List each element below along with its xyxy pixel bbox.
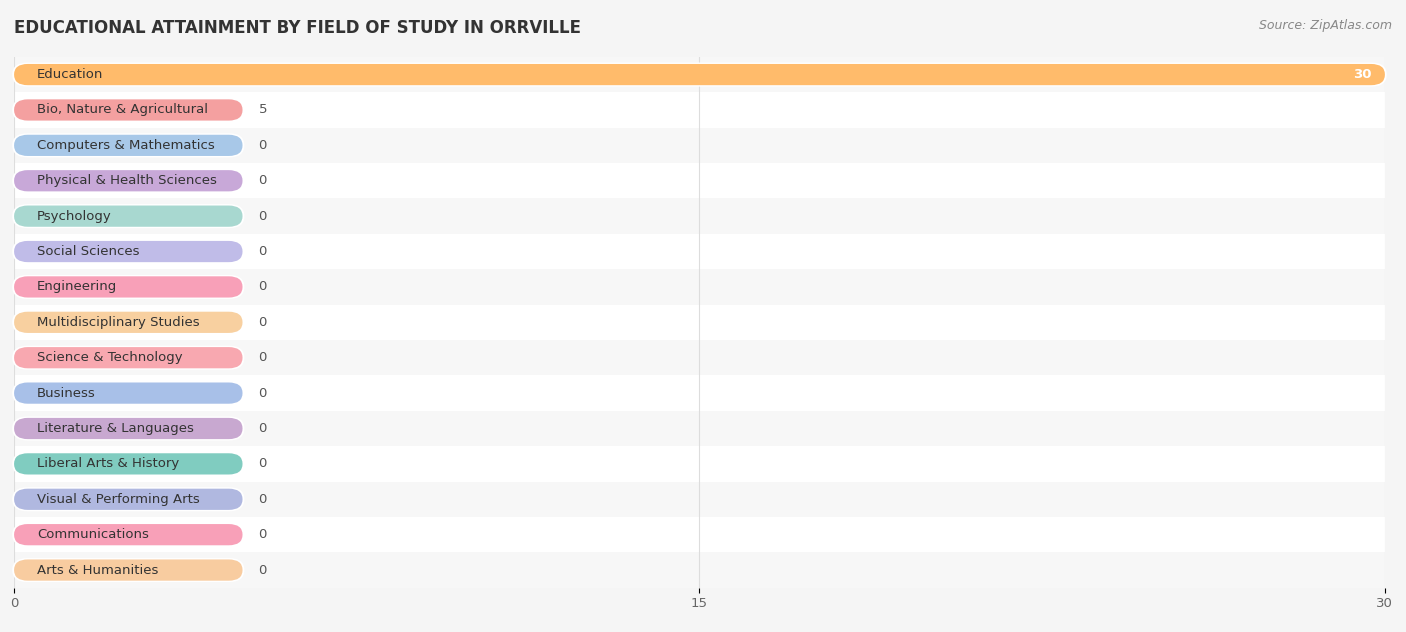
Bar (14, 128, 1385, 163)
FancyBboxPatch shape (13, 240, 245, 264)
Bar (14, 163, 1385, 198)
Text: 0: 0 (259, 564, 267, 576)
Bar (14, 375, 1385, 411)
Bar (14, 446, 1385, 482)
FancyBboxPatch shape (13, 98, 245, 122)
FancyBboxPatch shape (14, 312, 243, 333)
FancyBboxPatch shape (14, 489, 243, 510)
Text: 0: 0 (259, 245, 267, 258)
Bar (14, 305, 1385, 340)
Text: 0: 0 (259, 422, 267, 435)
Text: 0: 0 (259, 351, 267, 364)
Text: 0: 0 (259, 174, 267, 187)
FancyBboxPatch shape (13, 133, 245, 157)
Bar (14, 198, 1385, 234)
Text: 0: 0 (259, 210, 267, 222)
FancyBboxPatch shape (13, 63, 1386, 87)
FancyBboxPatch shape (14, 347, 243, 368)
FancyBboxPatch shape (14, 135, 243, 156)
Bar (14, 517, 1385, 552)
Text: Arts & Humanities: Arts & Humanities (37, 564, 159, 576)
Text: 0: 0 (259, 316, 267, 329)
Bar (14, 552, 1385, 588)
FancyBboxPatch shape (14, 559, 243, 581)
Text: EDUCATIONAL ATTAINMENT BY FIELD OF STUDY IN ORRVILLE: EDUCATIONAL ATTAINMENT BY FIELD OF STUDY… (14, 19, 581, 37)
FancyBboxPatch shape (14, 453, 243, 475)
FancyBboxPatch shape (14, 418, 243, 439)
Text: 5: 5 (259, 104, 267, 116)
FancyBboxPatch shape (13, 487, 245, 511)
Text: Social Sciences: Social Sciences (37, 245, 139, 258)
FancyBboxPatch shape (14, 170, 243, 191)
FancyBboxPatch shape (13, 169, 245, 193)
Text: Physical & Health Sciences: Physical & Health Sciences (37, 174, 217, 187)
Text: Literature & Languages: Literature & Languages (37, 422, 194, 435)
FancyBboxPatch shape (13, 310, 245, 334)
Text: 0: 0 (259, 281, 267, 293)
Text: Engineering: Engineering (37, 281, 117, 293)
FancyBboxPatch shape (14, 276, 243, 298)
Text: Computers & Mathematics: Computers & Mathematics (37, 139, 215, 152)
FancyBboxPatch shape (14, 524, 243, 545)
FancyBboxPatch shape (13, 346, 245, 370)
Text: Psychology: Psychology (37, 210, 111, 222)
FancyBboxPatch shape (13, 381, 245, 405)
Text: 0: 0 (259, 387, 267, 399)
FancyBboxPatch shape (13, 452, 245, 476)
Text: Multidisciplinary Studies: Multidisciplinary Studies (37, 316, 200, 329)
FancyBboxPatch shape (14, 241, 243, 262)
Text: 0: 0 (259, 458, 267, 470)
Text: Source: ZipAtlas.com: Source: ZipAtlas.com (1258, 19, 1392, 32)
FancyBboxPatch shape (14, 205, 243, 227)
FancyBboxPatch shape (14, 382, 243, 404)
FancyBboxPatch shape (13, 558, 245, 582)
FancyBboxPatch shape (14, 64, 1385, 85)
Bar (14, 482, 1385, 517)
FancyBboxPatch shape (13, 523, 245, 547)
Text: Science & Technology: Science & Technology (37, 351, 183, 364)
FancyBboxPatch shape (13, 275, 245, 299)
Text: Visual & Performing Arts: Visual & Performing Arts (37, 493, 200, 506)
FancyBboxPatch shape (13, 204, 245, 228)
Bar (14, 269, 1385, 305)
Text: Bio, Nature & Agricultural: Bio, Nature & Agricultural (37, 104, 208, 116)
Text: Communications: Communications (37, 528, 149, 541)
Bar (14, 340, 1385, 375)
Text: Business: Business (37, 387, 96, 399)
Bar (14, 92, 1385, 128)
Text: 0: 0 (259, 493, 267, 506)
Text: Education: Education (37, 68, 103, 81)
Bar (14, 234, 1385, 269)
Text: Liberal Arts & History: Liberal Arts & History (37, 458, 179, 470)
Bar (14, 57, 1385, 92)
Text: 0: 0 (259, 139, 267, 152)
Text: 30: 30 (1353, 68, 1371, 81)
FancyBboxPatch shape (14, 99, 243, 121)
Text: 0: 0 (259, 528, 267, 541)
FancyBboxPatch shape (13, 416, 245, 441)
Bar (14, 411, 1385, 446)
